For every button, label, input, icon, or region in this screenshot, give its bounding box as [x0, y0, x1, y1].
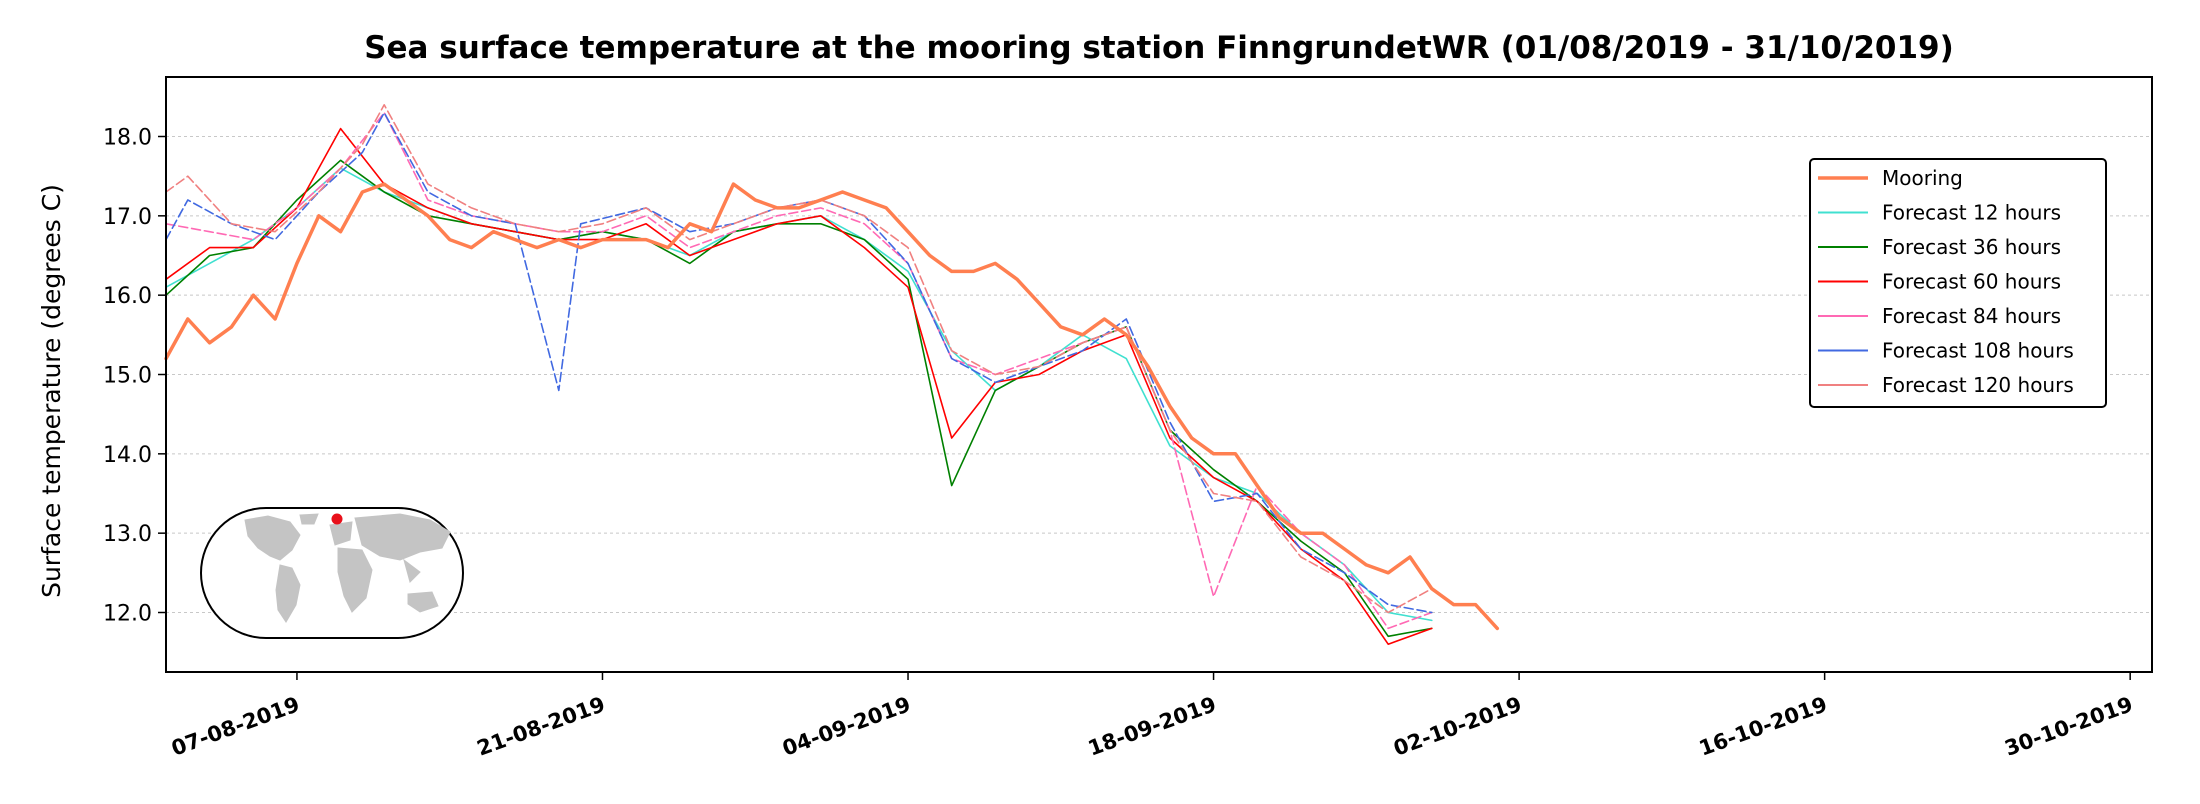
series-line-mooring	[164, 182, 1500, 631]
y-ticks: 12.0 13.0 14.0 15.0 16.0 17.0 18.0	[103, 126, 166, 627]
inset-landmass	[403, 558, 421, 583]
y-axis-label: Surface temperature (degrees C)	[37, 184, 66, 598]
series-line-forecast-84-hours	[165, 111, 1433, 630]
x-ticks: 07-08-2019 21-08-2019 04-09-2019 18-09-2019…	[168, 672, 2136, 761]
inset-landmass	[407, 591, 439, 613]
plot-frame	[165, 76, 2153, 673]
legend-label: Forecast 36 hours	[1882, 235, 2061, 259]
x-tick-label: 21-08-2019	[474, 692, 608, 760]
inset-landmass	[329, 521, 353, 546]
series-group	[164, 104, 1500, 645]
legend: Mooring Forecast 12 hours Forecast 36 hour…	[1809, 158, 2107, 408]
x-tick-label: 02-10-2019	[1390, 692, 1524, 760]
legend-label: Forecast 12 hours	[1882, 201, 2061, 225]
x-tick-label: 07-08-2019	[168, 692, 302, 760]
inset-landmass	[275, 564, 301, 623]
gridlines	[166, 136, 2152, 613]
y-tick-label: 18.0	[103, 126, 152, 151]
y-tick-label: 15.0	[103, 364, 152, 389]
y-tick-label: 14.0	[103, 443, 152, 468]
x-tick-label: 04-09-2019	[779, 692, 913, 760]
legend-label: Forecast 84 hours	[1882, 304, 2061, 328]
legend-label: Forecast 120 hours	[1882, 373, 2074, 397]
inset-landmass	[354, 513, 451, 561]
x-tick-label: 16-10-2019	[1696, 692, 1830, 760]
inset-landmass	[244, 515, 301, 561]
series-line-forecast-60-hours	[165, 127, 1433, 645]
x-tick-label: 30-10-2019	[2001, 692, 2135, 760]
y-tick-label: 16.0	[103, 284, 152, 309]
legend-label: Forecast 60 hours	[1882, 270, 2061, 294]
legend-label: Forecast 108 hours	[1882, 339, 2074, 363]
y-tick-label: 12.0	[103, 602, 152, 627]
inset-landmass	[337, 547, 373, 613]
station-marker	[331, 513, 343, 525]
x-tick-label: 18-09-2019	[1085, 692, 1219, 760]
legend-label: Mooring	[1882, 166, 1963, 190]
inset-landmass	[299, 513, 319, 525]
y-tick-label: 17.0	[103, 205, 152, 230]
world-map-inset	[200, 507, 464, 639]
legend-box	[1809, 158, 2107, 408]
chart-title: Sea surface temperature at the mooring s…	[364, 30, 1954, 66]
y-tick-label: 13.0	[103, 522, 152, 547]
